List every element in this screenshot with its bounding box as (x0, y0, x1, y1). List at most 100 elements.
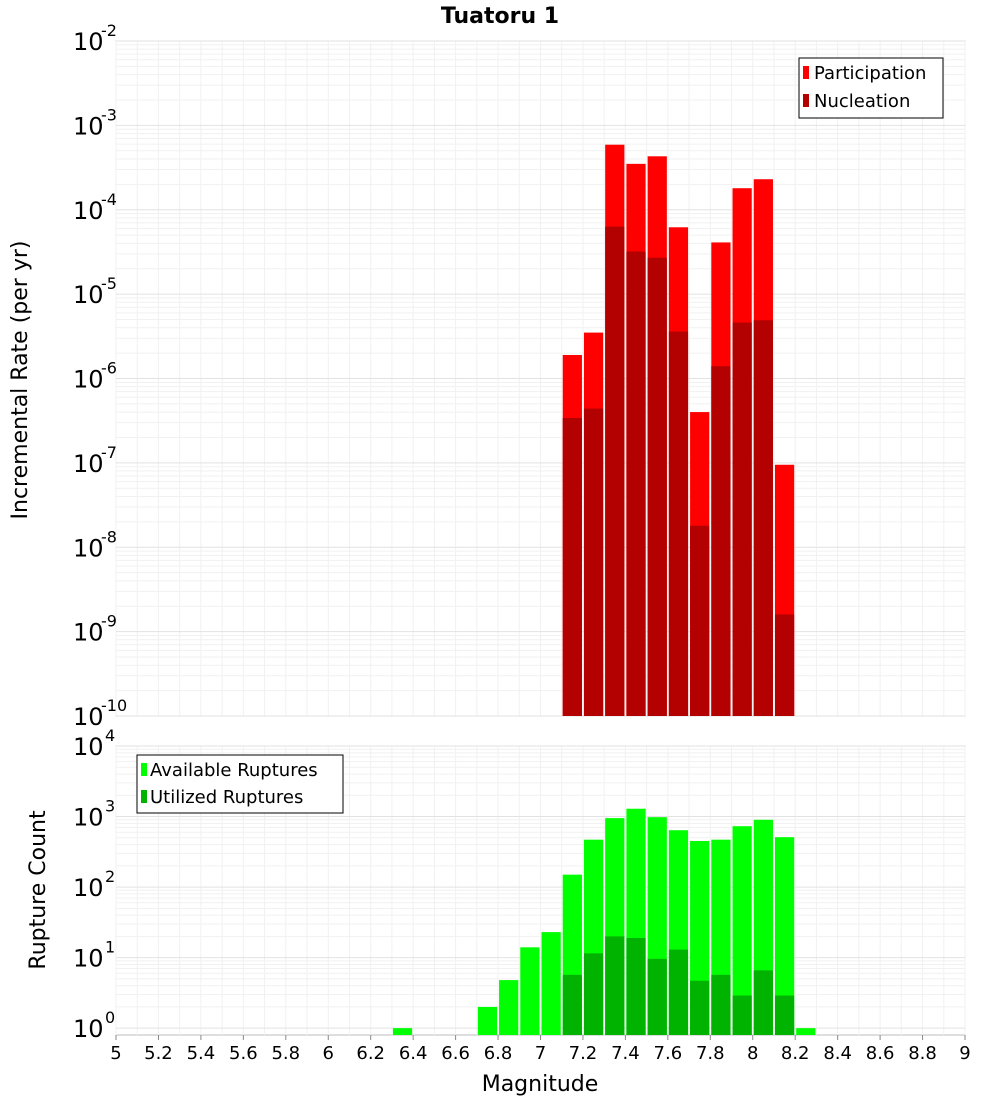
x-tick-label: 5.2 (144, 1043, 173, 1064)
rate-y-tick-exponent: -3 (101, 105, 117, 124)
utilized-ruptures-bar (690, 980, 710, 1035)
x-tick-label: 5.8 (271, 1043, 300, 1064)
utilized-ruptures-bar (626, 937, 646, 1035)
rate-y-tick-exponent: -6 (101, 359, 117, 378)
x-tick-label: 6.4 (399, 1043, 428, 1064)
x-tick-label: 7.6 (654, 1043, 683, 1064)
nucleation-legend-label: Nucleation (814, 91, 910, 112)
magnitude-x-ticks: 5 5.2 5.4 5.6 5.8 6 6.2 6.4 6.6 6.8 7 7.2 7.4 7.6 7.8 8… (110, 1035, 971, 1064)
available-ruptures-bar (796, 1028, 816, 1035)
available-ruptures-bar (732, 826, 752, 1035)
x-tick-label: 8 (747, 1043, 758, 1064)
count-y-tick-exponent: 0 (105, 1008, 115, 1027)
x-tick-label: 6 (323, 1043, 334, 1064)
rate-y-tick-exponent: -7 (101, 443, 117, 462)
utilized-ruptures-legend-swatch (141, 790, 147, 803)
rate-legend: Participation Nucleation (798, 57, 944, 119)
count-y-tick-label: 10 (73, 804, 104, 832)
count-y-tick-label: 10 (73, 1015, 104, 1043)
x-axis-label: Magnitude (482, 1072, 599, 1097)
count-y-tick-exponent: 4 (105, 726, 115, 745)
count-y-tick-label: 10 (73, 945, 104, 973)
nucleation-bar (774, 614, 795, 716)
count-y-tick-exponent: 3 (105, 797, 115, 816)
x-tick-label: 9 (959, 1043, 970, 1064)
count-y-tick-exponent: 2 (105, 867, 115, 886)
rate-y-tick-exponent: -2 (101, 21, 117, 40)
rate-y-tick-label: 10 (73, 281, 104, 309)
utilized-ruptures-legend-label: Utilized Ruptures (150, 787, 303, 808)
x-tick-label: 8.2 (781, 1043, 810, 1064)
x-tick-label: 5 (110, 1043, 121, 1064)
count-y-tick-label: 10 (73, 874, 104, 902)
available-ruptures-bar (774, 837, 795, 1035)
available-ruptures-bar (520, 947, 540, 1035)
rate-y-tick-exponent: -5 (101, 274, 117, 293)
x-tick-label: 8.8 (908, 1043, 937, 1064)
nucleation-bar (605, 226, 625, 716)
utilized-ruptures-bar (774, 995, 795, 1035)
rate-y-tick-label: 10 (73, 450, 104, 478)
nucleation-legend-swatch (803, 94, 809, 107)
chart-title: Tuatoru 1 (441, 4, 559, 29)
x-tick-label: 5.4 (187, 1043, 216, 1064)
x-tick-label: 7.2 (569, 1043, 598, 1064)
count-y-tick-exponent: 1 (105, 938, 115, 957)
available-ruptures-legend-swatch (141, 763, 147, 776)
nucleation-bar (583, 408, 604, 716)
rate-y-axis-label: Incremental Rate (per yr) (8, 241, 33, 520)
rate-y-tick-label: 10 (73, 703, 104, 731)
x-tick-label: 6.6 (441, 1043, 470, 1064)
utilized-ruptures-bar (711, 974, 731, 1035)
rate-y-tick-label: 10 (73, 534, 104, 562)
rate-legend-box (798, 57, 944, 119)
nucleation-bar (626, 251, 646, 716)
rate-y-tick-exponent: -8 (101, 527, 117, 546)
x-tick-label: 6.2 (356, 1043, 385, 1064)
nucleation-bar (562, 418, 582, 716)
utilized-ruptures-bar (732, 995, 752, 1035)
rate-y-tick-label: 10 (73, 112, 104, 140)
nucleation-bar (647, 257, 667, 716)
utilized-ruptures-bar (562, 974, 582, 1035)
utilized-ruptures-bar (647, 958, 667, 1035)
x-tick-label: 6.8 (484, 1043, 513, 1064)
rate-y-tick-label: 10 (73, 619, 104, 647)
rate-gridlines (115, 40, 966, 717)
available-ruptures-bar (499, 980, 519, 1035)
count-legend: Available Ruptures Utilized Ruptures (136, 754, 344, 814)
participation-legend-label: Participation (814, 63, 926, 84)
available-ruptures-bar (541, 932, 561, 1035)
utilized-ruptures-bar (583, 953, 604, 1035)
participation-legend-swatch (803, 66, 809, 79)
rate-y-tick-label: 10 (73, 366, 104, 394)
rate-y-tick-exponent: -9 (101, 612, 117, 631)
count-legend-box (136, 754, 344, 814)
count-y-tick-label: 10 (73, 733, 104, 761)
nucleation-bar (668, 331, 689, 716)
rate-y-tick-exponent: -4 (101, 190, 117, 209)
utilized-ruptures-bar (753, 970, 773, 1035)
rate-bars (562, 144, 795, 717)
rate-y-tick-label: 10 (73, 197, 104, 225)
x-tick-label: 5.6 (229, 1043, 258, 1064)
utilized-ruptures-bar (605, 936, 625, 1035)
x-tick-label: 8.6 (866, 1043, 895, 1064)
x-tick-label: 7.4 (611, 1043, 640, 1064)
x-tick-label: 7.8 (696, 1043, 725, 1064)
available-ruptures-bar (477, 1006, 498, 1035)
x-tick-label: 8.4 (823, 1043, 852, 1064)
rate-y-tick-label: 10 (73, 28, 104, 56)
nucleation-bar (711, 366, 731, 716)
nucleation-bar (753, 320, 773, 716)
nucleation-bar (732, 322, 752, 716)
available-ruptures-bar (392, 1028, 413, 1035)
nucleation-bar (690, 525, 710, 716)
utilized-ruptures-bar (668, 949, 689, 1035)
x-tick-label: 7 (535, 1043, 546, 1064)
count-bars (392, 808, 816, 1035)
